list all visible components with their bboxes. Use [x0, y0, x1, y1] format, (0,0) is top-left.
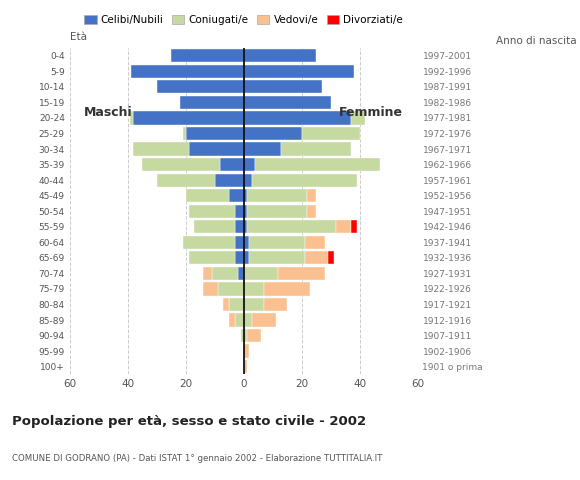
- Bar: [278, 267, 325, 280]
- Bar: [246, 204, 307, 218]
- Bar: [130, 111, 133, 124]
- Bar: [302, 127, 360, 140]
- Bar: [244, 267, 278, 280]
- Bar: [307, 189, 316, 202]
- Bar: [244, 96, 331, 109]
- Bar: [249, 251, 304, 264]
- Bar: [188, 143, 244, 156]
- Bar: [229, 298, 244, 311]
- Bar: [235, 313, 244, 326]
- Legend: Celibi/Nubili, Coniugati/e, Vedovi/e, Divorziati/e: Celibi/Nubili, Coniugati/e, Vedovi/e, Di…: [80, 11, 407, 29]
- Bar: [244, 360, 246, 373]
- Bar: [194, 220, 235, 233]
- Bar: [235, 204, 244, 218]
- Text: Maschi: Maschi: [84, 106, 133, 119]
- Text: Femmine: Femmine: [339, 106, 403, 119]
- Bar: [223, 298, 229, 311]
- Bar: [229, 313, 235, 326]
- Bar: [183, 127, 186, 140]
- Bar: [351, 111, 365, 124]
- Bar: [244, 345, 249, 358]
- Bar: [133, 143, 188, 156]
- Bar: [203, 267, 212, 280]
- Bar: [244, 329, 246, 342]
- Bar: [281, 143, 351, 156]
- Bar: [212, 267, 238, 280]
- Bar: [220, 158, 244, 171]
- Text: Popolazione per età, sesso e stato civile - 2002: Popolazione per età, sesso e stato civil…: [12, 415, 366, 428]
- Bar: [246, 189, 307, 202]
- Bar: [244, 298, 264, 311]
- Bar: [255, 158, 380, 171]
- Bar: [252, 313, 276, 326]
- Bar: [130, 65, 244, 78]
- Bar: [246, 220, 336, 233]
- Bar: [264, 298, 287, 311]
- Bar: [157, 173, 215, 187]
- Bar: [244, 127, 302, 140]
- Bar: [238, 267, 244, 280]
- Bar: [304, 236, 325, 249]
- Bar: [244, 80, 322, 94]
- Bar: [188, 204, 235, 218]
- Bar: [244, 282, 264, 296]
- Bar: [244, 220, 246, 233]
- Bar: [218, 282, 244, 296]
- Bar: [235, 251, 244, 264]
- Bar: [235, 220, 244, 233]
- Bar: [244, 313, 252, 326]
- Bar: [186, 189, 229, 202]
- Bar: [249, 236, 304, 249]
- Bar: [244, 65, 354, 78]
- Bar: [188, 251, 235, 264]
- Bar: [264, 282, 310, 296]
- Bar: [244, 143, 281, 156]
- Bar: [252, 173, 357, 187]
- Bar: [157, 80, 244, 94]
- Bar: [244, 158, 255, 171]
- Bar: [215, 173, 244, 187]
- Bar: [183, 236, 235, 249]
- Bar: [244, 189, 246, 202]
- Bar: [336, 220, 351, 233]
- Bar: [244, 236, 249, 249]
- Bar: [171, 49, 244, 62]
- Bar: [351, 220, 357, 233]
- Bar: [203, 282, 218, 296]
- Text: COMUNE DI GODRANO (PA) - Dati ISTAT 1° gennaio 2002 - Elaborazione TUTTITALIA.IT: COMUNE DI GODRANO (PA) - Dati ISTAT 1° g…: [12, 454, 382, 463]
- Bar: [133, 111, 244, 124]
- Text: Età: Età: [70, 32, 86, 42]
- Bar: [328, 251, 334, 264]
- Bar: [244, 251, 249, 264]
- Bar: [180, 96, 244, 109]
- Bar: [244, 111, 351, 124]
- Bar: [244, 49, 316, 62]
- Bar: [235, 236, 244, 249]
- Bar: [307, 204, 316, 218]
- Bar: [244, 173, 252, 187]
- Bar: [241, 329, 244, 342]
- Bar: [244, 204, 246, 218]
- Bar: [142, 158, 220, 171]
- Bar: [229, 189, 244, 202]
- Bar: [186, 127, 244, 140]
- Bar: [304, 251, 328, 264]
- Text: Anno di nascita: Anno di nascita: [496, 36, 577, 46]
- Bar: [246, 329, 261, 342]
